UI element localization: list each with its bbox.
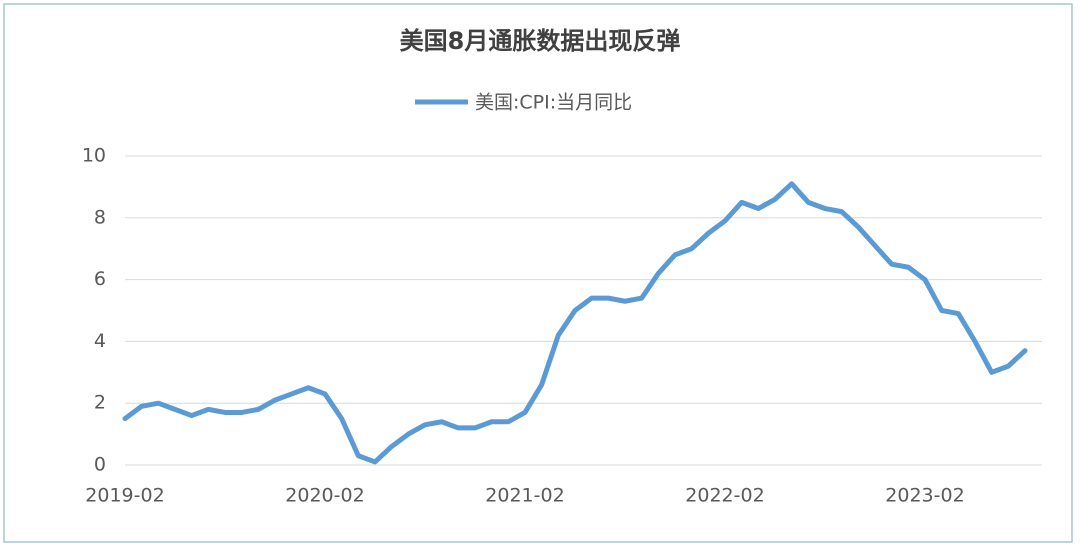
x-tick-label: 2022-02 (685, 485, 764, 507)
y-tick-label: 4 (94, 330, 106, 352)
y-tick-label: 0 (94, 454, 106, 476)
x-tick-label: 2019-02 (85, 485, 164, 507)
chart-border (3, 3, 1073, 543)
chart-title: 美国8月通胀数据出现反弹 (400, 27, 681, 55)
legend-label: 美国:CPI:当月同比 (475, 92, 632, 114)
y-tick-label: 8 (94, 206, 106, 228)
y-tick-label: 2 (94, 392, 106, 414)
x-tick-label: 2020-02 (285, 485, 364, 507)
y-tick-label: 10 (82, 145, 106, 167)
x-tick-label: 2021-02 (485, 485, 564, 507)
y-tick-label: 6 (94, 268, 106, 290)
data-line (122, 181, 1028, 465)
x-tick-label: 2023-02 (885, 485, 964, 507)
